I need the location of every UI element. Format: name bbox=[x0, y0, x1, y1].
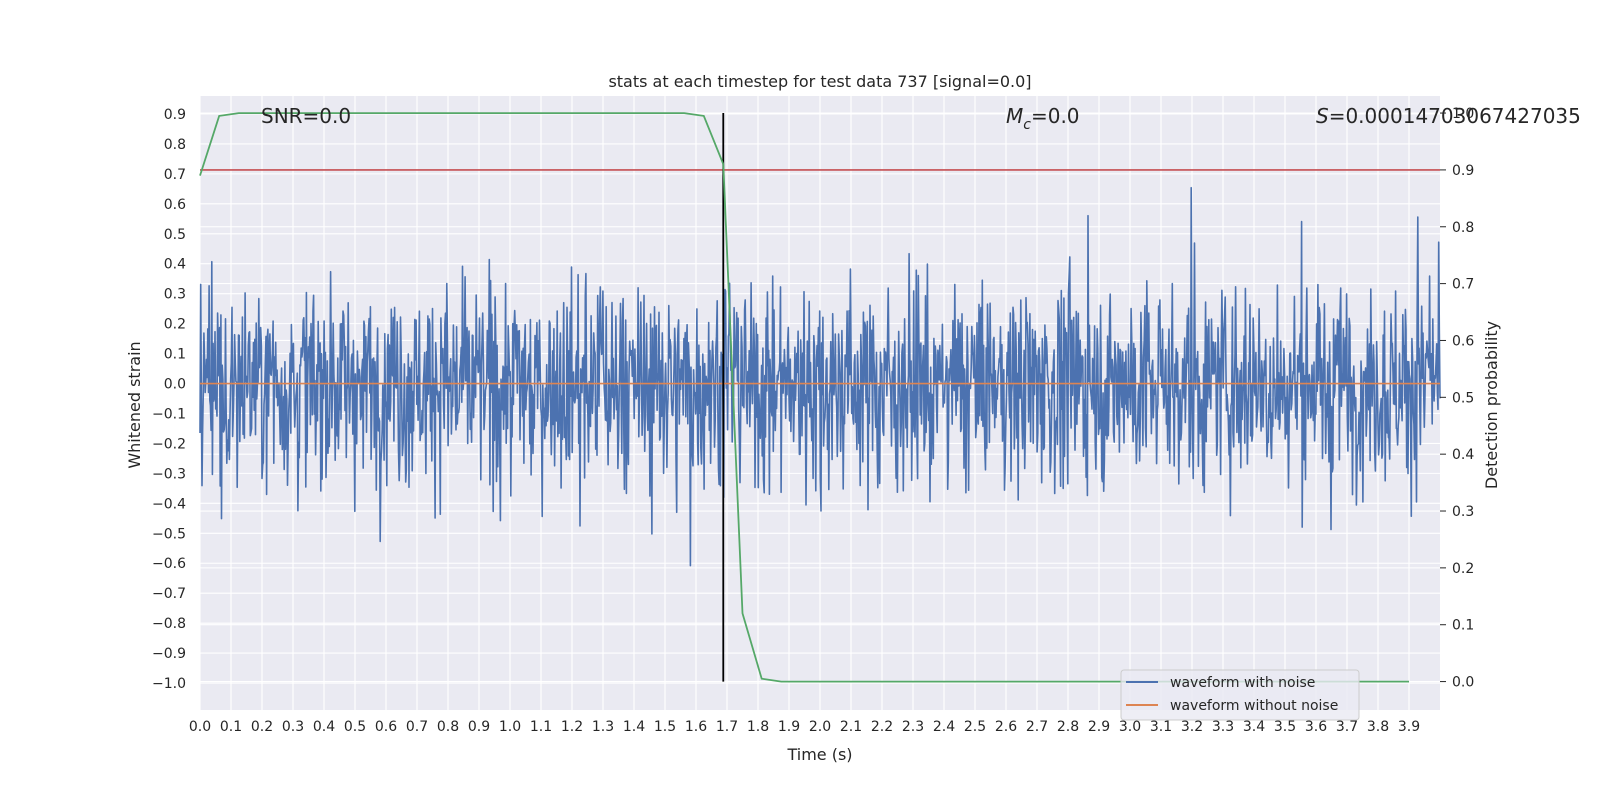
x-tick-label: 2.0 bbox=[809, 719, 831, 735]
x-tick-label: 0.3 bbox=[282, 719, 304, 735]
x-tick-label: 2.3 bbox=[902, 719, 924, 735]
y-right-tick-label: 0.2 bbox=[1452, 561, 1474, 577]
x-tick-label: 3.6 bbox=[1305, 719, 1327, 735]
x-tick-label: 3.4 bbox=[1243, 719, 1265, 735]
y-tick-label: 0.9 bbox=[164, 107, 186, 123]
y-axis-ticks: 0.9 0.8 0.7 0.6 0.5 0.4 0.3 0.2 0.1 0.0 −0.1 −0.2 −0… bbox=[152, 107, 186, 692]
y-tick-label: −0.8 bbox=[152, 616, 186, 632]
legend-box bbox=[1120, 669, 1360, 721]
x-tick-label: 3.8 bbox=[1367, 719, 1389, 735]
y-tick-label: 0.6 bbox=[164, 197, 186, 213]
y-tick-label: 0.7 bbox=[164, 167, 186, 183]
y-tick-label: −0.6 bbox=[152, 556, 186, 572]
x-axis-label: Time (s) bbox=[786, 745, 852, 764]
x-tick-label: 0.1 bbox=[220, 719, 242, 735]
x-tick-label: 1.7 bbox=[716, 719, 738, 735]
legend-label-noise: waveform with noise bbox=[1170, 675, 1315, 691]
x-tick-label: 0.0 bbox=[189, 719, 211, 735]
x-tick-label: 1.8 bbox=[747, 719, 769, 735]
x-tick-label: 0.8 bbox=[437, 719, 459, 735]
chart-title: stats at each timestep for test data 737… bbox=[608, 72, 1031, 91]
y-tick-label: 0.0 bbox=[164, 377, 186, 393]
y-right-tick-label: 1.0 bbox=[1452, 106, 1474, 122]
y-right-tick-label: 0.1 bbox=[1452, 618, 1474, 634]
x-tick-label: 3.9 bbox=[1398, 719, 1420, 735]
legend: waveform with noise waveform without noi… bbox=[1120, 669, 1360, 721]
y-right-tick-label: 0.8 bbox=[1452, 220, 1474, 236]
y-right-tick-label: 0.9 bbox=[1452, 163, 1474, 179]
detection-probability-line bbox=[199, 112, 1409, 683]
x-tick-label: 2.4 bbox=[933, 719, 955, 735]
x-axis-ticks: 0.0 0.1 0.2 0.3 0.4 0.5 0.6 0.7 0.8 0.9 1.0 1.1 1.2 1… bbox=[189, 719, 1420, 735]
x-tick-label: 2.8 bbox=[1057, 719, 1079, 735]
snr-annotation: SNR=0.0 bbox=[261, 104, 351, 128]
y-tick-label: 0.5 bbox=[164, 227, 186, 243]
overlay-lines bbox=[199, 112, 1440, 683]
x-tick-label: 1.9 bbox=[778, 719, 800, 735]
x-tick-label: 0.4 bbox=[313, 719, 335, 735]
waveform-with-noise-line bbox=[199, 186, 1441, 567]
y-tick-label: 0.4 bbox=[164, 257, 186, 273]
y-tick-label: 0.3 bbox=[164, 287, 186, 303]
series-waveform-with-noise bbox=[199, 186, 1441, 567]
y-tick-label: −0.1 bbox=[152, 406, 186, 422]
y-axis-right-label: Detection probability bbox=[1482, 321, 1501, 489]
y-right-tick-label: 0.5 bbox=[1452, 390, 1474, 406]
x-tick-label: 1.4 bbox=[623, 719, 645, 735]
y-right-tick-label: 0.3 bbox=[1452, 504, 1474, 520]
x-tick-label: 2.9 bbox=[1088, 719, 1110, 735]
score-annotation: S=0.00014703067427035 bbox=[1316, 104, 1581, 128]
x-tick-label: 2.7 bbox=[1026, 719, 1048, 735]
x-tick-label: 2.1 bbox=[840, 719, 862, 735]
x-tick-label: 1.5 bbox=[654, 719, 676, 735]
x-tick-label: 3.2 bbox=[1181, 719, 1203, 735]
x-tick-label: 0.6 bbox=[375, 719, 397, 735]
x-tick-label: 3.1 bbox=[1150, 719, 1172, 735]
y-tick-label: −0.9 bbox=[152, 646, 186, 662]
x-tick-label: 3.7 bbox=[1336, 719, 1358, 735]
x-tick-label: 0.9 bbox=[468, 719, 490, 735]
chirp-mass-annotation: Mc=0.0 bbox=[1006, 104, 1080, 133]
y-tick-label: 0.2 bbox=[164, 317, 186, 333]
x-tick-label: 1.0 bbox=[499, 719, 521, 735]
x-tick-label: 0.5 bbox=[344, 719, 366, 735]
y-right-tick-label: 0.6 bbox=[1452, 333, 1474, 349]
legend-label-clean: waveform without noise bbox=[1170, 698, 1338, 714]
y-tick-label: 0.1 bbox=[164, 347, 186, 363]
x-tick-label: 0.7 bbox=[406, 719, 428, 735]
x-tick-label: 1.1 bbox=[530, 719, 552, 735]
y-right-tick-label: 0.0 bbox=[1452, 675, 1474, 691]
y-axis-right-ticks: 1.0 0.9 0.8 0.7 0.6 0.5 0.4 0.3 0.2 0.1 0.0 bbox=[1440, 106, 1474, 691]
y-tick-label: 0.8 bbox=[164, 137, 186, 153]
y-tick-label: −0.4 bbox=[152, 496, 186, 512]
x-tick-label: 3.0 bbox=[1119, 719, 1141, 735]
y-right-tick-label: 0.7 bbox=[1452, 277, 1474, 293]
y-tick-label: −1.0 bbox=[152, 676, 186, 692]
y-tick-label: −0.2 bbox=[152, 436, 186, 452]
x-tick-label: 1.3 bbox=[592, 719, 614, 735]
x-tick-label: 2.5 bbox=[964, 719, 986, 735]
y-axis-label: Whitened strain bbox=[125, 341, 144, 468]
x-tick-label: 1.6 bbox=[685, 719, 707, 735]
x-tick-label: 0.2 bbox=[251, 719, 273, 735]
y-tick-label: −0.5 bbox=[152, 526, 186, 542]
x-tick-label: 3.5 bbox=[1274, 719, 1296, 735]
y-right-tick-label: 0.4 bbox=[1452, 447, 1474, 463]
x-tick-label: 3.3 bbox=[1212, 719, 1234, 735]
x-tick-label: 2.2 bbox=[871, 719, 893, 735]
x-tick-label: 2.6 bbox=[995, 719, 1017, 735]
x-tick-label: 1.2 bbox=[561, 719, 583, 735]
y-tick-label: −0.3 bbox=[152, 466, 186, 482]
y-tick-label: −0.7 bbox=[152, 586, 186, 602]
